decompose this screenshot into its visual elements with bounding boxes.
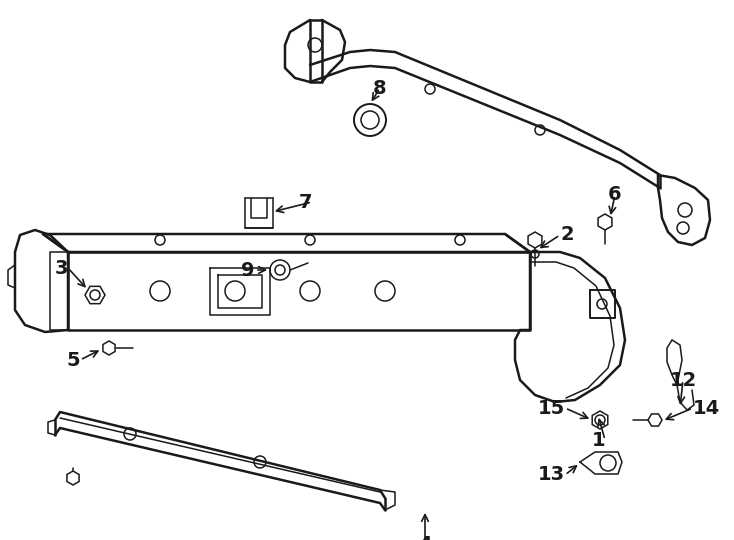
Text: 12: 12	[669, 370, 697, 389]
Text: 7: 7	[299, 192, 312, 212]
Text: 15: 15	[538, 399, 565, 417]
Text: 1: 1	[592, 430, 605, 449]
Text: 2: 2	[560, 226, 574, 245]
Text: 13: 13	[538, 465, 565, 484]
Text: 6: 6	[608, 186, 622, 205]
Text: 3: 3	[54, 259, 68, 278]
Text: 4: 4	[418, 536, 432, 540]
Text: 9: 9	[241, 260, 255, 280]
Text: 14: 14	[693, 399, 720, 417]
Text: 5: 5	[66, 350, 80, 369]
Text: 8: 8	[373, 78, 387, 98]
